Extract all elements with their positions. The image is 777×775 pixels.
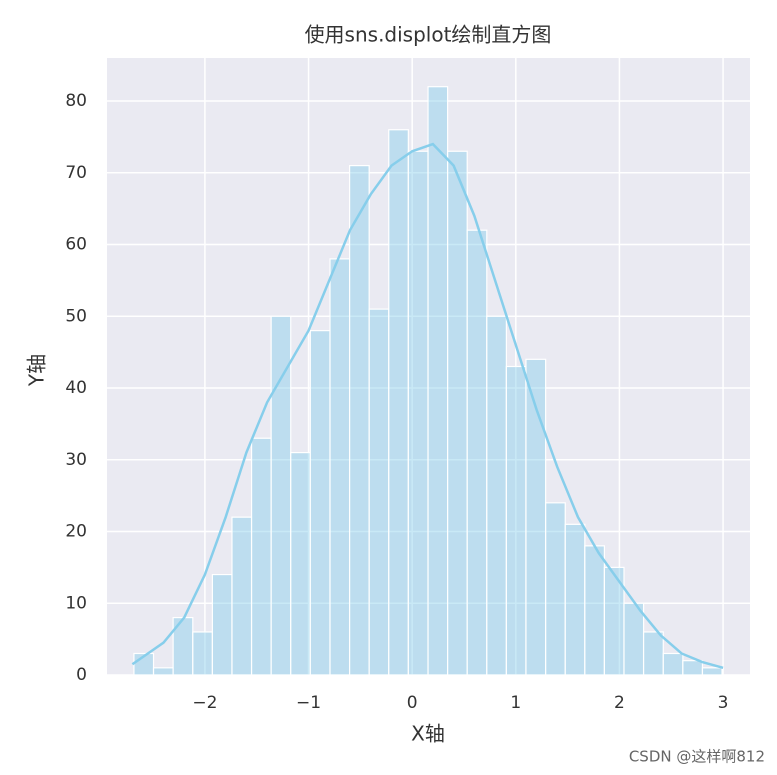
histogram-bar <box>348 165 370 676</box>
histogram-bar <box>388 129 409 676</box>
histogram-bar <box>270 315 292 676</box>
watermark: CSDN @这样啊812 <box>629 748 765 766</box>
histogram-bar <box>231 516 253 676</box>
histogram-bar <box>447 150 468 676</box>
histogram-bar <box>211 573 233 676</box>
histogram-bar <box>152 667 174 676</box>
y-tick-label: 70 <box>65 163 87 183</box>
histogram-bar <box>682 660 704 676</box>
histogram-bar <box>584 545 606 676</box>
y-tick-label: 50 <box>65 306 87 326</box>
histogram-bar <box>486 315 507 676</box>
y-tick-label: 10 <box>65 593 87 613</box>
histogram-bar <box>623 602 645 676</box>
histogram-bar <box>642 631 664 676</box>
x-tick-label: 3 <box>718 693 729 713</box>
x-tick-label: −2 <box>192 693 217 713</box>
y-axis-label: Y轴 <box>25 354 49 387</box>
histogram-bar <box>329 258 351 676</box>
y-tick-label: 20 <box>65 522 87 542</box>
chart-title: 使用sns.displot绘制直方图 <box>305 23 552 47</box>
x-tick-label: 2 <box>614 693 625 713</box>
x-tick-label: 1 <box>510 693 521 713</box>
x-axis-label: X轴 <box>411 722 445 746</box>
histogram-bar <box>309 330 331 676</box>
y-tick-label: 30 <box>65 450 87 470</box>
histogram-bar <box>505 365 527 676</box>
histogram-bar <box>545 502 566 676</box>
histogram-bar <box>662 652 684 676</box>
y-tick-label: 80 <box>65 91 87 111</box>
y-tick-label: 40 <box>65 378 87 398</box>
histogram-bar <box>564 523 586 676</box>
histogram-bar <box>427 86 449 676</box>
y-tick-label: 60 <box>65 235 87 255</box>
histogram-bar <box>290 451 311 676</box>
x-tick-label: −1 <box>296 693 321 713</box>
histogram-bar <box>407 150 429 676</box>
kde-line <box>131 142 724 670</box>
histogram-bar <box>701 667 723 676</box>
histogram-bar <box>466 229 488 676</box>
histogram-bar <box>368 308 390 676</box>
x-tick-label: 0 <box>407 693 418 713</box>
histogram-bar <box>250 437 272 676</box>
histogram-bar <box>192 631 213 676</box>
y-tick-label: 0 <box>76 665 87 685</box>
